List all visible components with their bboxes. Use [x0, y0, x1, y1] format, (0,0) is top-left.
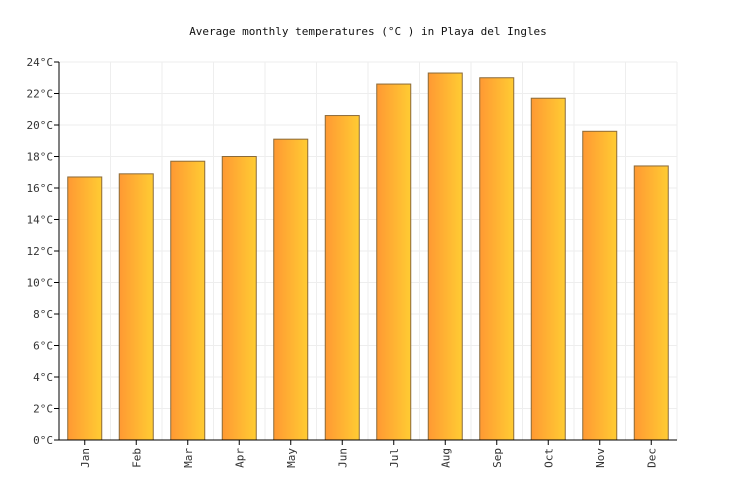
bar-aug	[427, 72, 463, 441]
y-tick-labels: 0°C 2°C 4°C 6°C 8°C 10°C 12°C 14°C 16°C 18°C 20°C 2…	[27, 56, 59, 447]
x-tick-label: Aug	[439, 448, 452, 468]
y-tick-label: 6°C	[33, 340, 53, 353]
x-tick-label: Jan	[79, 448, 92, 468]
bar-feb	[118, 173, 154, 441]
bar-jul	[376, 83, 412, 441]
y-tick-label: 2°C	[33, 403, 53, 416]
bar-sep	[479, 77, 515, 441]
bar-mar	[170, 160, 206, 441]
y-tick-label: 22°C	[27, 88, 54, 101]
x-tick-label: Jul	[388, 448, 401, 468]
bar-apr	[221, 156, 257, 441]
bar-may	[273, 138, 309, 441]
bar-jun	[324, 115, 360, 441]
y-tick-label: 16°C	[27, 182, 54, 195]
bars	[67, 72, 669, 441]
bar-jan	[67, 176, 103, 441]
y-tick-label: 14°C	[27, 214, 54, 227]
x-tick-label: Jun	[336, 448, 349, 468]
x-tick-label: May	[285, 448, 298, 468]
y-tick-label: 20°C	[27, 119, 54, 132]
y-tick-label: 24°C	[27, 56, 54, 69]
x-tick-labels: Jan Feb Mar Apr May Jun Jul Aug Sep Oct Nov Dec	[79, 440, 658, 468]
bar-dec	[633, 165, 669, 441]
x-tick-label: Feb	[130, 448, 143, 468]
x-tick-label: Dec	[645, 448, 658, 468]
y-tick-label: 0°C	[33, 434, 53, 447]
x-tick-label: Mar	[182, 448, 195, 468]
y-tick-label: 18°C	[27, 151, 54, 164]
bar-nov	[582, 130, 618, 441]
x-tick-label: Nov	[594, 448, 607, 468]
bar-oct	[530, 97, 566, 441]
y-tick-label: 12°C	[27, 245, 54, 258]
x-tick-label: Sep	[491, 448, 504, 468]
y-tick-label: 10°C	[27, 277, 54, 290]
y-tick-label: 8°C	[33, 308, 53, 321]
y-tick-label: 4°C	[33, 371, 53, 384]
x-tick-label: Apr	[233, 448, 246, 468]
chart-title: Average monthly temperatures (°C ) in Pl…	[189, 25, 547, 38]
x-tick-label: Oct	[542, 448, 555, 468]
